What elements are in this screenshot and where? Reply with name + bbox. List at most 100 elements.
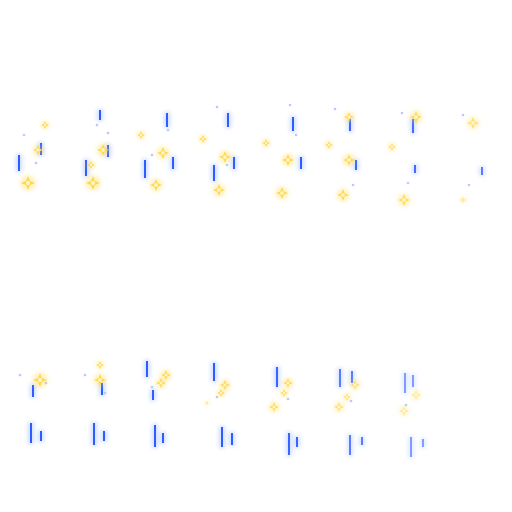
blue-streak-2 xyxy=(349,370,355,384)
sparkle-burst-frame-8 xyxy=(451,95,512,215)
sparkle-burst-frame-4 xyxy=(198,95,263,215)
sparkle-star-icon-1 xyxy=(212,183,226,197)
blue-streak-1 xyxy=(83,159,89,177)
frame-canvas xyxy=(459,113,485,204)
sparkle-star-icon-3 xyxy=(136,130,146,140)
sparkle-star-icon-2 xyxy=(156,146,170,160)
blue-streak-1 xyxy=(211,164,217,182)
sparkle-star-icon-1 xyxy=(397,193,411,207)
sparkle-star-icon-1 xyxy=(466,116,480,130)
sparkle-star-icon-2 xyxy=(342,153,356,167)
glint-dot-1 xyxy=(467,183,471,187)
glint-dot-2 xyxy=(225,163,229,167)
sparkle-star-icon-2 xyxy=(279,388,289,398)
blue-streak-3 xyxy=(294,436,300,448)
sparkle-rise-frame-3 xyxy=(136,355,200,475)
sparkle-star-icon-3 xyxy=(409,110,423,124)
glint-dot-1 xyxy=(34,161,38,165)
blue-streak-3 xyxy=(229,432,235,446)
frame-canvas xyxy=(16,120,50,191)
sparkle-star-icon-3 xyxy=(268,401,280,413)
glint-dot-2 xyxy=(103,391,107,395)
sparkle-star-icon-3 xyxy=(333,401,345,413)
glint-dot-2 xyxy=(166,128,170,132)
sparkle-star-icon-2 xyxy=(281,153,295,167)
sparkle-star-icon-1 xyxy=(275,186,289,200)
blue-streak-3 xyxy=(408,436,414,458)
blue-streak-3 xyxy=(152,424,158,448)
blue-streak-3 xyxy=(170,156,176,170)
glint-dot-1 xyxy=(349,399,353,403)
sparkle-star-icon-2 xyxy=(96,143,110,157)
sparkle-rise-frame-4 xyxy=(199,355,263,475)
blue-streak-1 xyxy=(337,368,343,388)
sparkle-burst-frame-6 xyxy=(324,95,389,215)
sparkle-burst-frame-3 xyxy=(136,95,200,215)
glint-dot-1 xyxy=(150,385,154,389)
glint-dot-1 xyxy=(150,153,154,157)
glint-dot-1 xyxy=(286,397,290,401)
glint-dot-2 xyxy=(294,133,298,137)
blue-streak-3 xyxy=(97,109,103,121)
blue-streak-2 xyxy=(410,374,416,388)
blue-streak-1 xyxy=(30,384,36,398)
blue-streak-1 xyxy=(16,154,22,172)
glint-dot-1 xyxy=(404,403,408,407)
sparkle-star-icon-2 xyxy=(398,405,410,417)
sparkle-star-icon-4 xyxy=(343,111,355,123)
blue-streak-1 xyxy=(410,118,416,134)
blue-streak-2 xyxy=(150,389,156,401)
frame-canvas xyxy=(324,107,359,202)
blue-streak-1 xyxy=(211,362,217,382)
blue-streak-2 xyxy=(28,422,34,444)
sparkle-star-icon-1 xyxy=(20,175,36,191)
sparkle-rise-frame-5 xyxy=(262,355,326,475)
sparkle-star-icon-1 xyxy=(149,178,163,192)
sparkle-rise-frame-1 xyxy=(10,355,74,475)
frame-canvas xyxy=(204,362,235,448)
blue-streak-4 xyxy=(359,436,365,446)
frame-canvas xyxy=(18,372,48,444)
glint-dot-1 xyxy=(95,123,99,127)
sparkle-star-icon-1 xyxy=(282,377,294,389)
glint-dot-2 xyxy=(106,131,110,135)
glint-dot-2 xyxy=(22,133,26,137)
sparkle-burst-frame-1 xyxy=(10,95,74,215)
sparkle-star-icon-1 xyxy=(336,188,350,202)
sparkle-rise-frame-6 xyxy=(325,355,389,475)
blue-streak-3 xyxy=(231,156,237,170)
glint-dot-1 xyxy=(215,105,219,109)
blue-streak-1 xyxy=(479,166,485,176)
glint-dot-1 xyxy=(215,395,219,399)
blue-streak-1 xyxy=(347,118,353,132)
sparkle-star-icon-3 xyxy=(40,120,50,130)
sparkle-star-icon-1 xyxy=(85,175,101,191)
sparkle-rise-frame-2 xyxy=(73,355,137,475)
glint-dot-2 xyxy=(461,113,465,117)
blue-streak-2 xyxy=(412,164,418,174)
sparkle-star-icon-2 xyxy=(216,388,226,398)
blue-streak-1 xyxy=(144,360,150,378)
sparkle-star-icon-2 xyxy=(387,142,397,152)
blue-streak-2 xyxy=(286,432,292,456)
frame-canvas xyxy=(268,366,300,456)
glint-dot-1 xyxy=(83,373,87,377)
glint-dot-2 xyxy=(406,181,410,185)
blue-streak-1 xyxy=(274,366,280,388)
frame-canvas xyxy=(136,112,176,192)
sparkle-star-icon-2 xyxy=(342,392,352,402)
blue-streak-1 xyxy=(99,382,105,396)
blue-streak-2 xyxy=(91,422,97,446)
blue-streak-4 xyxy=(160,432,166,444)
blue-streak-2 xyxy=(225,112,231,128)
sparkle-star-icon-1 xyxy=(32,372,48,388)
blue-streak-3 xyxy=(38,430,44,442)
sparkle-star-icon-2 xyxy=(459,196,467,204)
sparkle-star-icon-2 xyxy=(160,369,172,381)
sparkle-star-icon-3 xyxy=(261,138,271,148)
frame-canvas xyxy=(83,360,107,446)
sparkle-star-icon-1 xyxy=(93,373,107,387)
glint-dot-1 xyxy=(400,111,404,115)
blue-streak-2 xyxy=(164,112,170,128)
